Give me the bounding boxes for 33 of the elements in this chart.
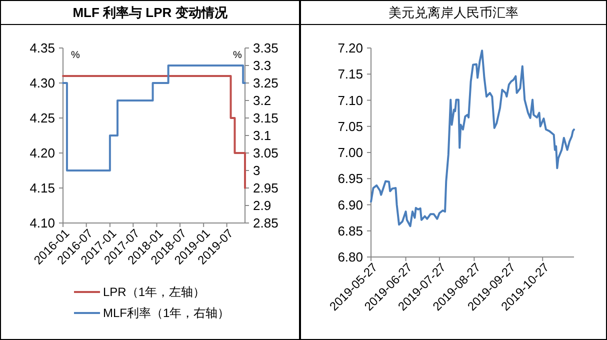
y-tick-label: 7.05 xyxy=(338,118,363,134)
y-tick-label: 4.15 xyxy=(30,180,55,196)
y-tick-label: 6.90 xyxy=(338,197,363,212)
y-tick-label: 4.30 xyxy=(30,76,55,91)
y-tick-label: 7.00 xyxy=(338,145,363,160)
line-series xyxy=(370,50,575,228)
y-tick-label: 4.25 xyxy=(30,110,55,126)
y-tick-label: 6.95 xyxy=(338,171,363,186)
y2-tick-label: 2.9 xyxy=(253,198,272,214)
chart-title: MLF 利率与 LPR 变动情况 xyxy=(72,5,228,20)
y2-tick-label: 3.35 xyxy=(253,40,278,56)
y-tick-label: 6.85 xyxy=(338,223,363,238)
y-tick-label: 4.35 xyxy=(30,40,55,56)
y-tick-label: 7.20 xyxy=(338,40,363,56)
y2-tick-label: 3.1 xyxy=(253,128,272,144)
y2-tick-label: 3.2 xyxy=(253,93,272,108)
annotation: % xyxy=(71,50,80,61)
y-tick-label: 4.20 xyxy=(30,146,55,161)
y2-tick-label: 2.85 xyxy=(253,216,278,231)
chart-title: 美元兑离岸人民币汇率 xyxy=(388,5,518,20)
y-tick-label: 6.80 xyxy=(338,250,363,265)
y2-tick-label: 2.95 xyxy=(253,180,278,196)
legend-label: LPR（1年，左轴） xyxy=(103,285,206,300)
legend-label: MLF利率（1年，右轴） xyxy=(103,306,230,320)
y2-tick-label: 3.25 xyxy=(253,76,278,91)
y2-tick-label: 3 xyxy=(253,163,260,178)
y2-tick-label: 3.3 xyxy=(253,58,272,74)
y2-tick-label: 3.05 xyxy=(253,146,278,161)
y-tick-label: 7.15 xyxy=(338,66,363,82)
y-tick-label: 7.10 xyxy=(338,92,363,108)
annotation: % xyxy=(233,50,242,61)
y2-tick-label: 3.15 xyxy=(253,110,278,126)
y-tick-label: 4.10 xyxy=(30,216,55,231)
